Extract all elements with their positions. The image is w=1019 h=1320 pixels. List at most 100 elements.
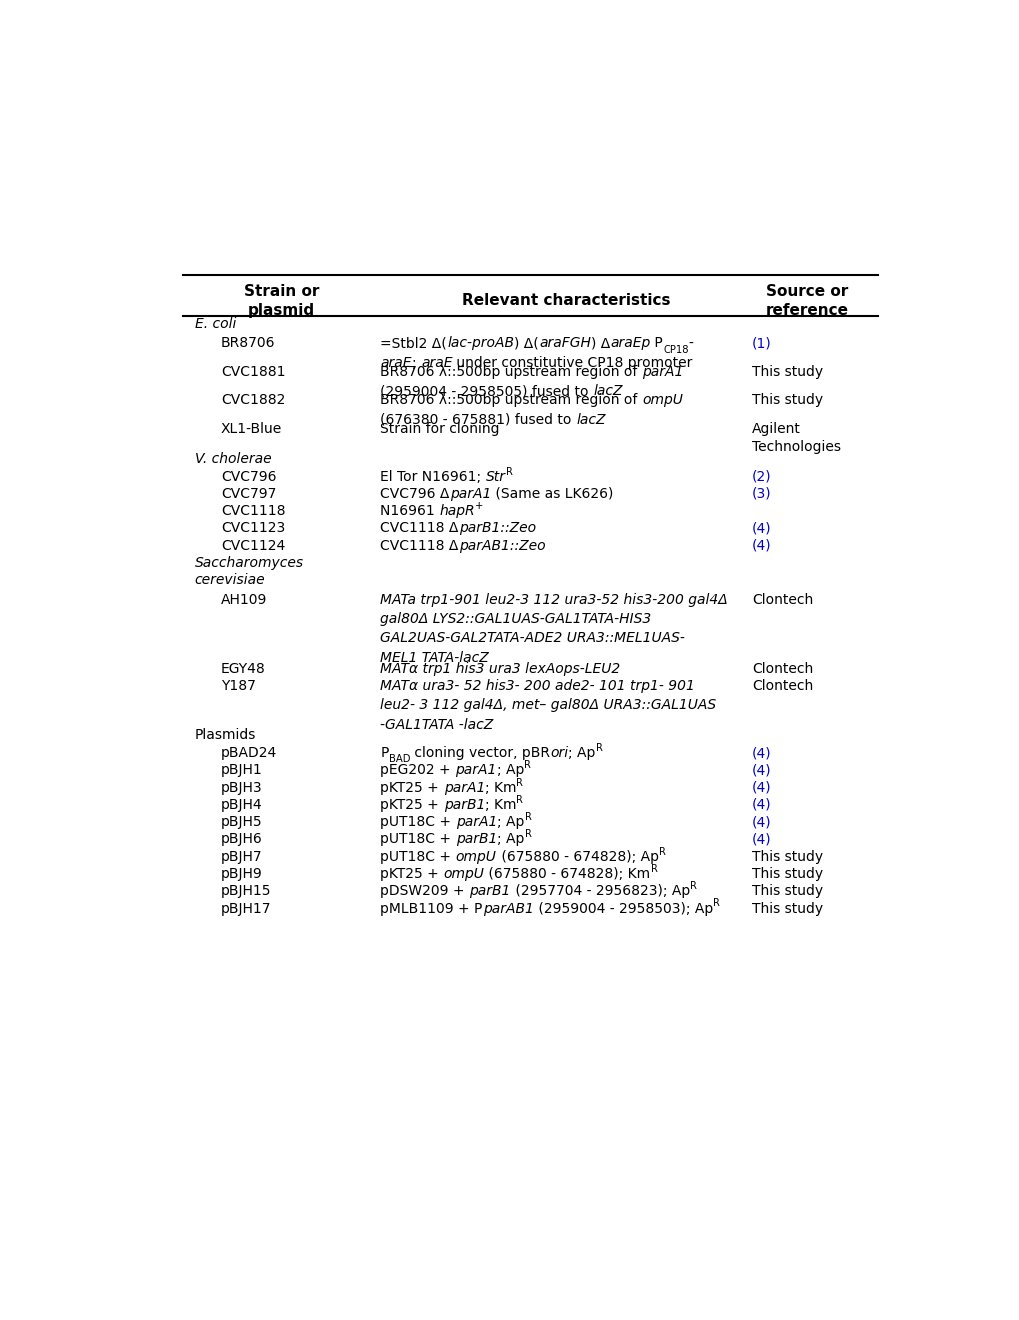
Text: (675880 - 674828); Km: (675880 - 674828); Km [484,867,650,880]
Text: Technologies: Technologies [751,440,841,454]
Text: CVC1881: CVC1881 [220,364,285,379]
Text: (1): (1) [751,337,771,350]
Text: CVC1118 Δ: CVC1118 Δ [380,539,459,553]
Text: CVC1118 Δ: CVC1118 Δ [380,521,459,536]
Text: This study: This study [751,364,822,379]
Text: parA1: parA1 [443,780,484,795]
Text: CVC1882: CVC1882 [220,393,285,408]
Text: parAB1: parAB1 [482,902,533,916]
Text: ; Km: ; Km [484,797,516,812]
Text: pBJH3: pBJH3 [220,780,262,795]
Text: (3): (3) [751,487,770,500]
Text: +: + [475,502,483,511]
Text: pBJH15: pBJH15 [220,884,271,899]
Text: BR8706 λ::500bp upstream region of: BR8706 λ::500bp upstream region of [380,364,642,379]
Text: This study: This study [751,902,822,916]
Text: lac-proAB: lac-proAB [446,337,514,350]
Text: Str: Str [485,470,505,483]
Text: R: R [650,863,657,874]
Text: ) Δ(: ) Δ( [514,337,538,350]
Text: (4): (4) [751,521,770,536]
Text: EGY48: EGY48 [220,661,265,676]
Text: pUT18C +: pUT18C + [380,833,455,846]
Text: pBJH17: pBJH17 [220,902,271,916]
Text: lacZ: lacZ [576,413,605,426]
Text: under constitutive CP18 promoter: under constitutive CP18 promoter [452,356,692,370]
Text: pKT25 +: pKT25 + [380,780,443,795]
Text: pKT25 +: pKT25 + [380,797,443,812]
Text: ompU: ompU [455,850,496,863]
Text: reference: reference [765,302,848,318]
Text: pBJH4: pBJH4 [220,797,262,812]
Text: R: R [524,812,531,822]
Text: parA1: parA1 [455,816,496,829]
Text: ; Ap: ; Ap [496,816,524,829]
Text: (2959004 - 2958503); Ap: (2959004 - 2958503); Ap [533,902,712,916]
Text: P: P [650,337,662,350]
Text: parB1: parB1 [455,833,496,846]
Text: hapR: hapR [439,504,475,519]
Text: cerevisiae: cerevisiae [195,573,265,587]
Text: pBJH5: pBJH5 [220,816,262,829]
Text: ompU: ompU [642,393,683,408]
Text: araE: araE [421,356,452,370]
Text: =Stbl2 Δ(: =Stbl2 Δ( [380,337,446,350]
Text: E. coli: E. coli [195,317,235,331]
Text: CP18: CP18 [662,345,688,355]
Text: (4): (4) [751,780,770,795]
Text: ompU: ompU [443,867,484,880]
Text: pEG202 +: pEG202 + [380,763,455,777]
Text: parAB1::Zeo: parAB1::Zeo [459,539,545,553]
Text: R: R [516,795,523,805]
Text: -GAL1TATA -lacZ: -GAL1TATA -lacZ [380,718,493,731]
Text: parA1: parA1 [449,487,491,500]
Text: CVC796: CVC796 [220,470,276,483]
Text: P: P [380,746,388,760]
Text: pKT25 +: pKT25 + [380,867,443,880]
Text: Saccharomyces: Saccharomyces [195,556,304,570]
Text: (4): (4) [751,797,770,812]
Text: MEL1 TATA-lacZ: MEL1 TATA-lacZ [380,651,489,664]
Text: parB1: parB1 [469,884,511,899]
Text: pBJH9: pBJH9 [220,867,262,880]
Text: MATα ura3- 52 his3- 200 ade2- 101 trp1- 901: MATα ura3- 52 his3- 200 ade2- 101 trp1- … [380,678,695,693]
Text: (4): (4) [751,763,770,777]
Text: Strain or: Strain or [244,284,319,300]
Text: CVC1123: CVC1123 [220,521,284,536]
Text: R: R [658,846,665,857]
Text: MATα trp1 his3 ura3 lexAops-LEU2: MATα trp1 his3 ura3 lexAops-LEU2 [380,661,621,676]
Text: parA1: parA1 [642,364,683,379]
Text: N16961: N16961 [380,504,439,519]
Text: leu2- 3 112 gal4Δ, met– gal80Δ URA3::GAL1UAS: leu2- 3 112 gal4Δ, met– gal80Δ URA3::GAL… [380,698,716,713]
Text: (4): (4) [751,539,770,553]
Text: plasmid: plasmid [248,302,315,318]
Text: pUT18C +: pUT18C + [380,816,455,829]
Text: R: R [712,899,719,908]
Text: (4): (4) [751,833,770,846]
Text: (2): (2) [751,470,770,483]
Text: gal80Δ LYS2::GAL1UAS-GAL1TATA-HIS3: gal80Δ LYS2::GAL1UAS-GAL1TATA-HIS3 [380,612,651,626]
Text: (2957704 - 2956823); Ap: (2957704 - 2956823); Ap [511,884,689,899]
Text: BR8706: BR8706 [220,337,275,350]
Text: CVC797: CVC797 [220,487,276,500]
Text: araE: araE [380,356,412,370]
Text: MATa trp1-901 leu2-3 112 ura3-52 his3-200 gal4Δ: MATa trp1-901 leu2-3 112 ura3-52 his3-20… [380,593,728,607]
Text: araFGH: araFGH [538,337,590,350]
Text: GAL2UAS-GAL2TATA-ADE2 URA3::MEL1UAS-: GAL2UAS-GAL2TATA-ADE2 URA3::MEL1UAS- [380,631,685,645]
Text: parB1::Zeo: parB1::Zeo [459,521,535,536]
Text: This study: This study [751,393,822,408]
Text: araEp: araEp [609,337,650,350]
Text: R: R [689,882,696,891]
Text: (4): (4) [751,816,770,829]
Text: This study: This study [751,850,822,863]
Text: ori: ori [550,746,568,760]
Text: pBJH1: pBJH1 [220,763,262,777]
Text: parB1: parB1 [443,797,484,812]
Text: pBAD24: pBAD24 [220,746,277,760]
Text: (2959004 - 2958505) fused to: (2959004 - 2958505) fused to [380,384,593,399]
Text: Plasmids: Plasmids [195,727,256,742]
Text: Strain for cloning: Strain for cloning [380,422,499,436]
Text: ; Ap: ; Ap [496,833,524,846]
Text: Relevant characteristics: Relevant characteristics [462,293,669,308]
Text: CVC1118: CVC1118 [220,504,285,519]
